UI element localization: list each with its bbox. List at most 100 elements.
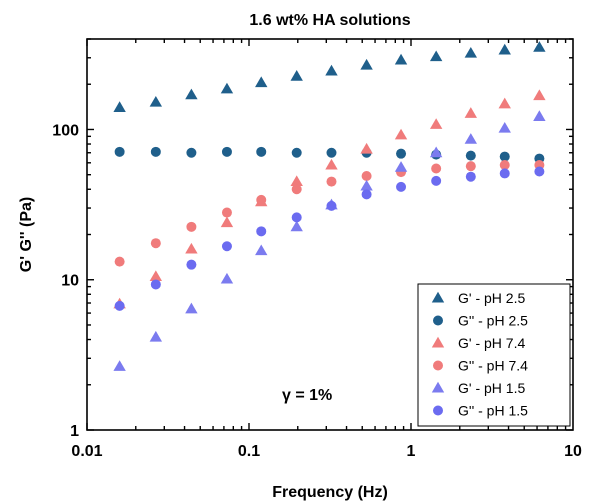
x-axis-title: Frequency (Hz) bbox=[272, 484, 388, 501]
data-point bbox=[394, 53, 408, 65]
data-point bbox=[465, 150, 476, 161]
data-point bbox=[326, 176, 337, 187]
data-point bbox=[464, 107, 478, 118]
data-point bbox=[150, 279, 161, 290]
data-point bbox=[256, 226, 267, 237]
data-point bbox=[396, 181, 407, 192]
data-point bbox=[291, 184, 302, 195]
data-point bbox=[326, 147, 337, 158]
y-axis-title: G' G'' (Pa) bbox=[18, 197, 35, 272]
data-point bbox=[498, 43, 511, 55]
data-point bbox=[114, 256, 125, 267]
legend: G' - pH 2.5 G'' - pH 2.5 G' - pH 7.4 G'' - … bbox=[417, 283, 571, 427]
data-point bbox=[220, 216, 234, 228]
data-point bbox=[361, 189, 372, 200]
data-point bbox=[220, 82, 234, 94]
data-point bbox=[291, 147, 302, 158]
data-point bbox=[150, 238, 161, 249]
series-4 bbox=[114, 160, 545, 267]
data-point bbox=[290, 70, 303, 81]
data-point bbox=[290, 175, 303, 187]
data-point bbox=[394, 161, 408, 172]
data-point bbox=[220, 272, 234, 284]
chart-title: 1.6 wt% HA solutions bbox=[249, 12, 410, 29]
data-point bbox=[149, 95, 163, 107]
data-point bbox=[360, 142, 373, 154]
data-point bbox=[499, 168, 510, 179]
data-point bbox=[534, 166, 545, 177]
data-point bbox=[498, 97, 511, 109]
data-point bbox=[499, 151, 510, 162]
legend-item: G'' - pH 2.5 bbox=[433, 313, 528, 329]
data-point bbox=[221, 241, 232, 252]
data-point bbox=[113, 101, 126, 112]
data-point bbox=[464, 133, 478, 144]
data-point bbox=[150, 146, 161, 157]
gamma-annotation: γ = 1% bbox=[282, 387, 332, 404]
axis-ticks bbox=[86, 38, 573, 431]
y-tick-label: 10 bbox=[61, 273, 79, 290]
legend-marker bbox=[433, 405, 443, 416]
series-5 bbox=[113, 110, 546, 371]
data-point bbox=[396, 148, 407, 159]
legend-label: G' - pH 2.5 bbox=[458, 290, 525, 306]
data-point bbox=[533, 110, 546, 121]
data-point bbox=[255, 76, 268, 88]
legend-label: G' - pH 7.4 bbox=[458, 335, 525, 351]
data-point bbox=[326, 200, 337, 211]
y-tick-label: 1 bbox=[70, 423, 79, 440]
legend-item: G' - pH 7.4 bbox=[431, 335, 525, 351]
data-point bbox=[221, 207, 232, 218]
data-point bbox=[186, 221, 197, 232]
data-point bbox=[114, 146, 125, 157]
data-point bbox=[255, 244, 268, 256]
legend-marker bbox=[431, 291, 445, 303]
data-point bbox=[431, 175, 442, 186]
data-point bbox=[498, 121, 511, 133]
data-points bbox=[113, 41, 546, 371]
data-point bbox=[185, 302, 198, 314]
y-tick-label: 100 bbox=[52, 122, 79, 139]
series-2 bbox=[114, 146, 545, 164]
data-point bbox=[464, 46, 478, 58]
data-point bbox=[290, 220, 303, 232]
legend-marker bbox=[433, 360, 443, 371]
data-point bbox=[533, 89, 546, 101]
legend-marker bbox=[431, 336, 445, 348]
data-point bbox=[429, 146, 443, 158]
data-point bbox=[113, 360, 126, 371]
x-tick-label: 10 bbox=[564, 443, 582, 460]
legend-label: G' - pH 1.5 bbox=[458, 380, 525, 396]
data-point bbox=[114, 300, 125, 311]
data-point bbox=[256, 146, 267, 157]
legend-label: G'' - pH 7.4 bbox=[458, 358, 528, 374]
legend-item: G'' - pH 7.4 bbox=[433, 358, 528, 374]
data-point bbox=[186, 147, 197, 158]
data-point bbox=[325, 64, 338, 76]
x-tick-label: 0.1 bbox=[238, 443, 260, 460]
data-point bbox=[360, 58, 373, 70]
legend-item: G' - pH 2.5 bbox=[431, 290, 525, 306]
legend-item: G'' - pH 1.5 bbox=[433, 403, 528, 419]
data-point bbox=[394, 128, 408, 140]
data-point bbox=[149, 270, 163, 282]
axis-tick-labels: 0.01 0.1 1 10 1 10 100 bbox=[52, 122, 582, 460]
x-tick-label: 0.01 bbox=[71, 443, 102, 460]
legend-label: G'' - pH 2.5 bbox=[458, 313, 528, 329]
data-point bbox=[431, 163, 442, 174]
data-point bbox=[361, 171, 372, 182]
data-point bbox=[465, 171, 476, 182]
data-point bbox=[429, 118, 443, 129]
legend-item: G' - pH 1.5 bbox=[431, 380, 525, 396]
legend-marker bbox=[433, 315, 443, 326]
data-point bbox=[360, 179, 373, 191]
data-point bbox=[185, 242, 198, 254]
data-point bbox=[429, 50, 443, 62]
data-point bbox=[221, 146, 232, 157]
series-3 bbox=[113, 89, 546, 309]
x-tick-label: 1 bbox=[407, 443, 416, 460]
data-point bbox=[325, 158, 338, 170]
data-point bbox=[149, 330, 163, 342]
legend-label: G'' - pH 1.5 bbox=[458, 403, 528, 419]
